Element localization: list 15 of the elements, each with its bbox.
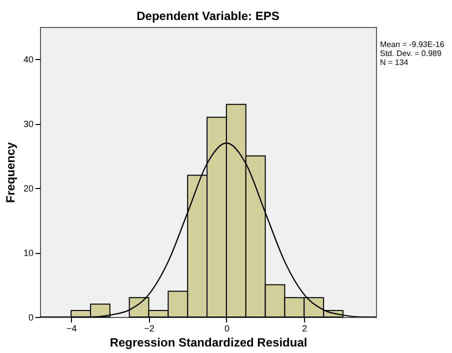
y-tick-label: 0 xyxy=(28,312,34,322)
chart-title: Dependent Variable: EPS xyxy=(136,9,280,23)
x-tick-label: 2 xyxy=(302,324,308,334)
y-tick-label: 20 xyxy=(23,184,34,194)
x-tick-label: −2 xyxy=(144,324,154,334)
y-axis-title: Frequency xyxy=(3,142,18,203)
y-tick-label: 30 xyxy=(23,119,34,130)
y-tick-label: 40 xyxy=(23,54,34,65)
text: N = 134 xyxy=(380,58,410,67)
text: Mean = -9.93E-16 xyxy=(380,40,444,49)
x-tick-label: 0 xyxy=(224,324,230,334)
x-tick-label: −4 xyxy=(66,324,77,334)
x-axis-title: Regression Standardized Residual xyxy=(110,336,308,350)
text: Std. Dev. = 0.989 xyxy=(380,49,442,58)
y-tick-label: 10 xyxy=(23,248,34,258)
